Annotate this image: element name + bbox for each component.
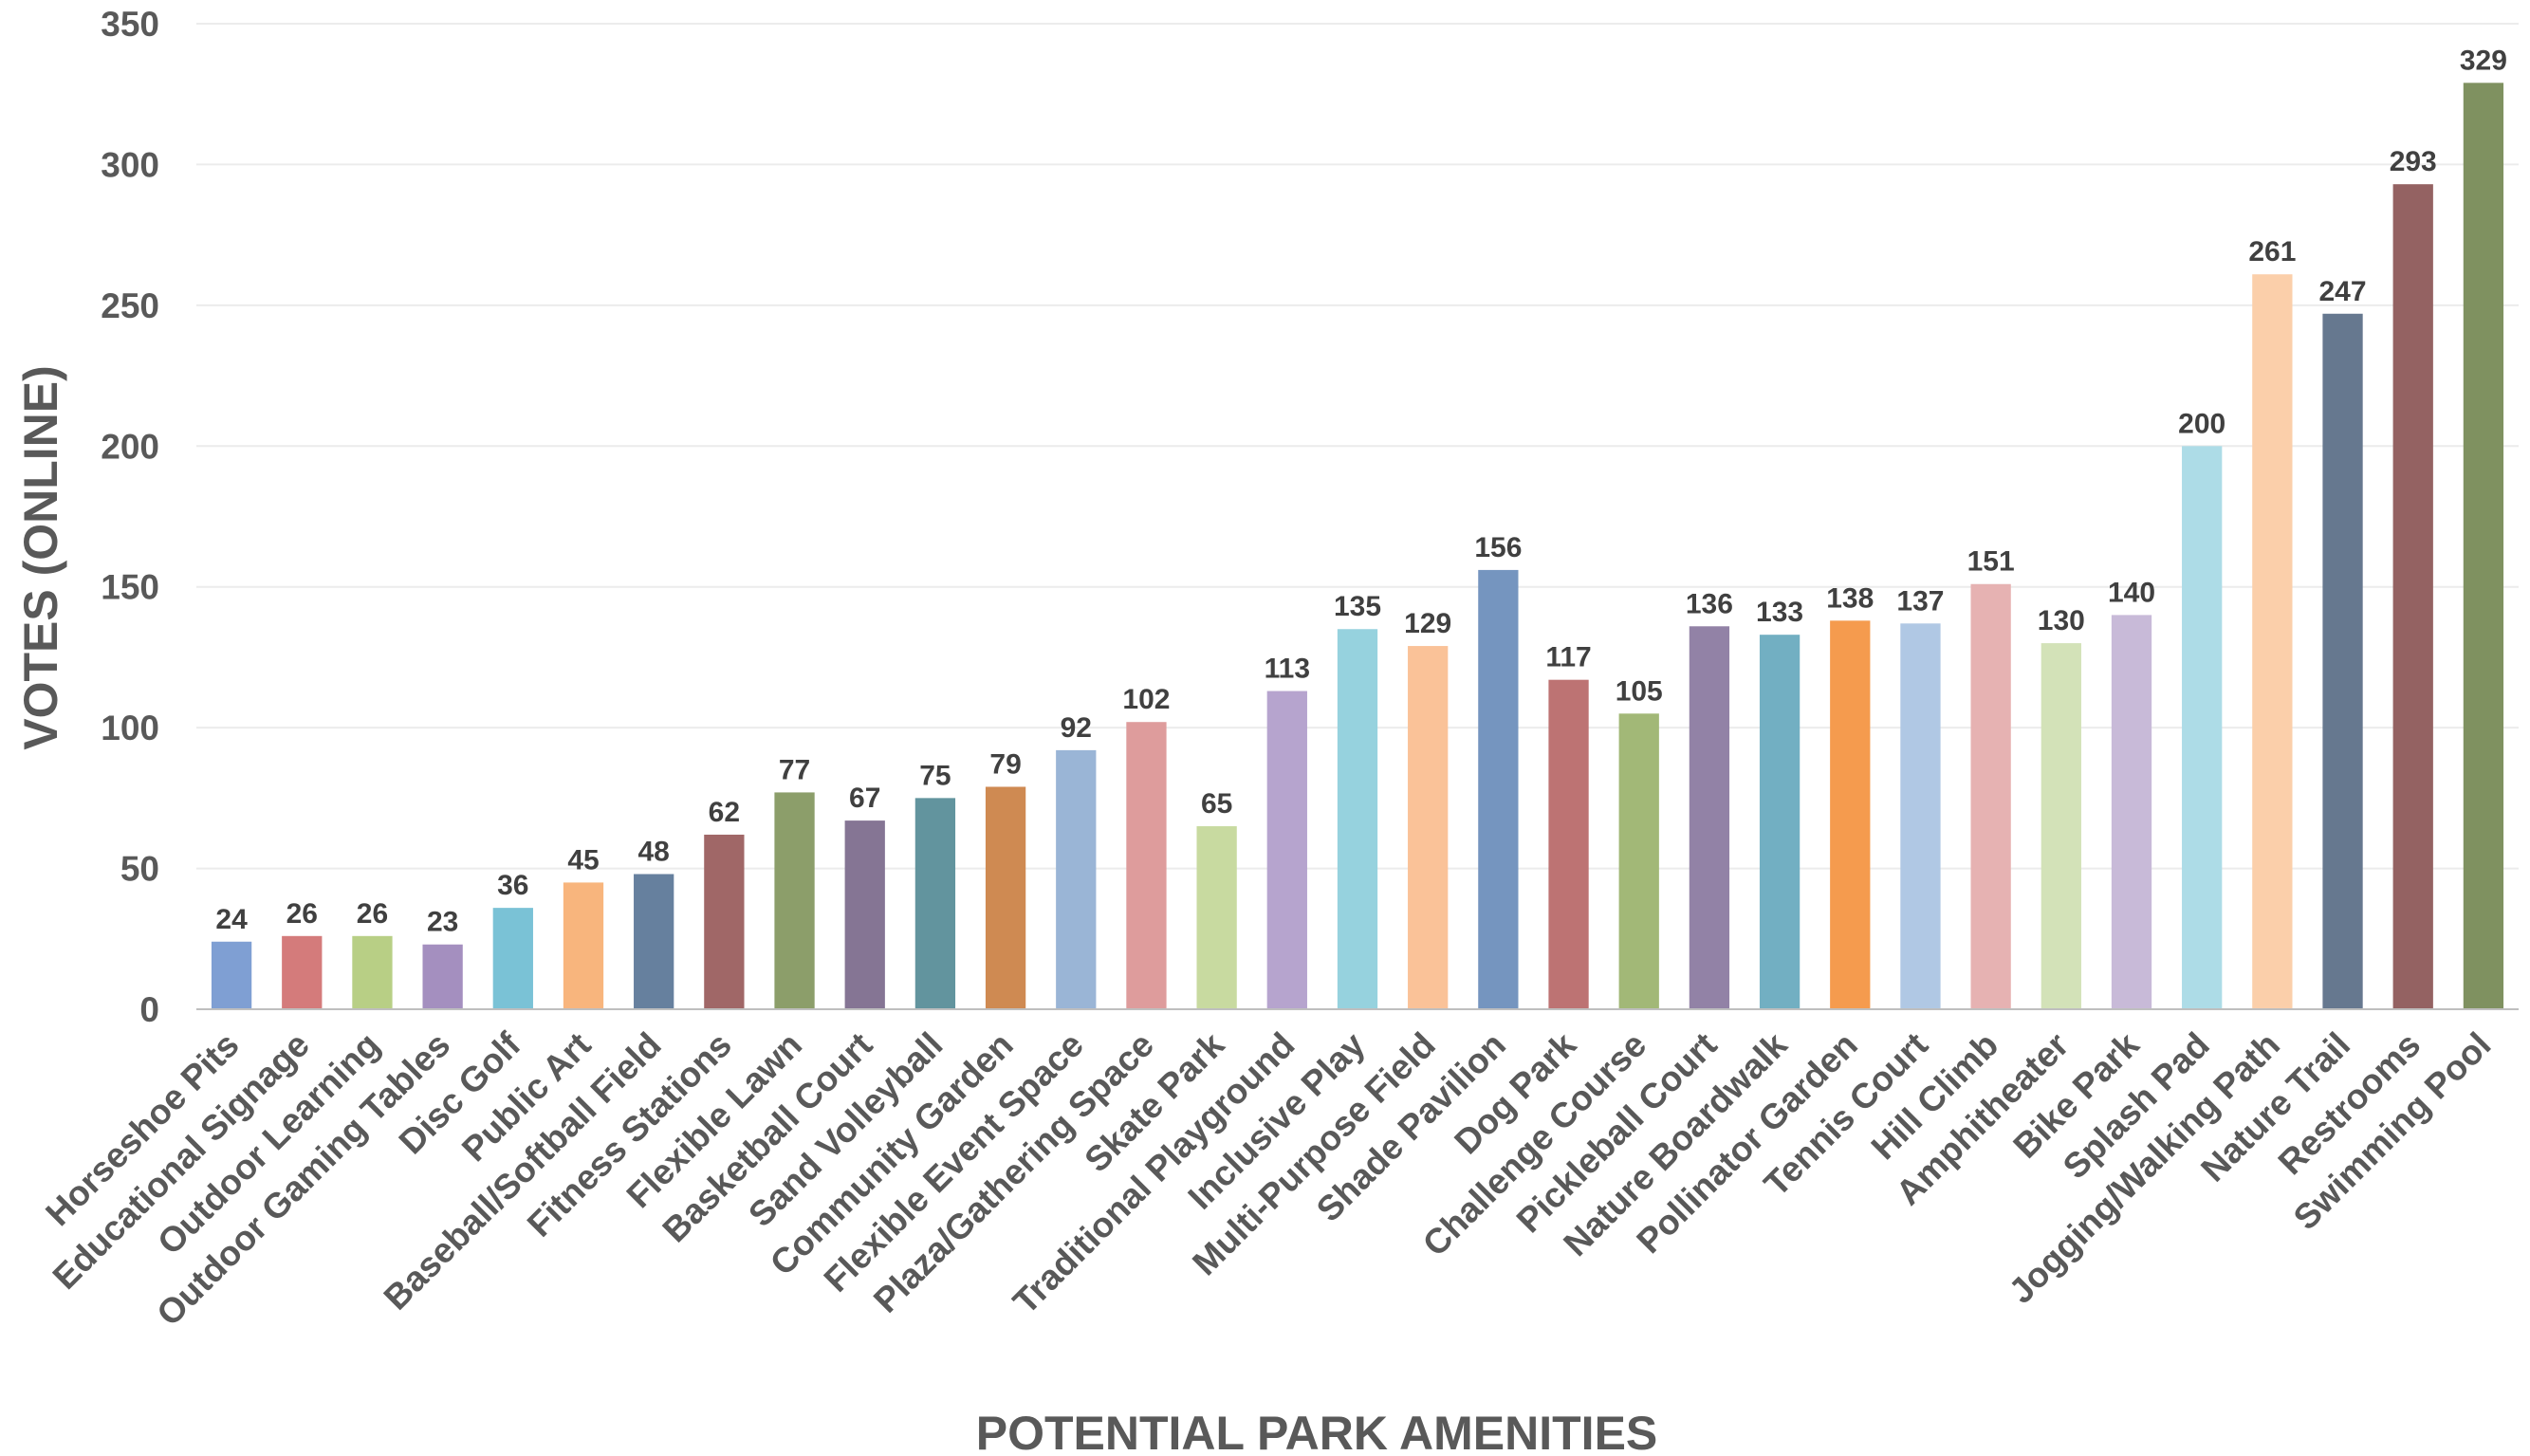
bars xyxy=(211,83,2504,1010)
data-label: 140 xyxy=(2108,577,2155,608)
data-label: 26 xyxy=(357,898,388,930)
data-label: 62 xyxy=(709,797,740,828)
data-label: 113 xyxy=(1265,654,1310,685)
data-label: 130 xyxy=(2038,605,2085,636)
data-label: 67 xyxy=(849,783,880,814)
data-label: 200 xyxy=(2178,408,2225,439)
data-label: 138 xyxy=(1826,582,1874,614)
y-tick-label: 350 xyxy=(101,5,159,44)
y-tick-label: 200 xyxy=(101,427,159,466)
y-tick-label: 250 xyxy=(101,286,159,325)
data-labels: 24 26 26 23 36 45 48 62 77 67 75 79 92 102 65 113 135 129… xyxy=(215,45,2507,937)
data-label: 137 xyxy=(1896,585,1944,617)
bar xyxy=(1408,646,1449,1009)
data-label: 24 xyxy=(215,904,248,935)
bar xyxy=(422,944,463,1009)
bar xyxy=(985,786,1026,1009)
data-label: 261 xyxy=(2248,236,2296,267)
bar xyxy=(1056,749,1097,1009)
data-label: 26 xyxy=(286,898,318,930)
bar xyxy=(1196,826,1237,1009)
bar xyxy=(914,798,956,1009)
data-label: 105 xyxy=(1616,675,1663,707)
data-label: 65 xyxy=(1201,788,1232,820)
bar xyxy=(2111,615,2152,1009)
bar xyxy=(1759,635,1801,1009)
bar xyxy=(2252,274,2293,1009)
bar xyxy=(492,908,533,1009)
bar xyxy=(1618,713,1659,1009)
bar xyxy=(1830,620,1871,1009)
data-label: 329 xyxy=(2460,45,2507,76)
data-label: 75 xyxy=(919,760,951,791)
bar xyxy=(2182,446,2223,1009)
bar xyxy=(1970,583,2011,1009)
bar xyxy=(1900,623,1941,1009)
y-axis-title: VOTES (ONLINE) xyxy=(14,365,67,750)
bar xyxy=(704,834,745,1009)
y-axis-ticks: 0 50 100 150 200 250 300 350 xyxy=(101,5,159,1029)
bar xyxy=(2392,184,2433,1010)
bar xyxy=(1478,569,1519,1009)
data-label: 92 xyxy=(1061,712,1092,744)
data-label: 102 xyxy=(1122,684,1170,715)
bar xyxy=(1689,626,1730,1009)
bar xyxy=(2322,313,2363,1010)
bar xyxy=(2041,643,2081,1009)
data-label: 36 xyxy=(497,870,528,901)
data-label: 129 xyxy=(1404,608,1451,639)
bar xyxy=(282,935,323,1009)
bar xyxy=(774,792,815,1009)
data-label: 136 xyxy=(1686,588,1733,619)
bar xyxy=(211,941,252,1009)
data-label: 133 xyxy=(1756,597,1803,628)
y-tick-label: 100 xyxy=(101,709,159,747)
data-label: 45 xyxy=(567,844,599,875)
x-axis-title: POTENTIAL PARK AMENITIES xyxy=(976,1407,1658,1456)
bar xyxy=(1548,679,1589,1009)
bar xyxy=(563,882,604,1009)
data-label: 293 xyxy=(2390,146,2437,177)
bar xyxy=(1337,629,1378,1009)
data-label: 156 xyxy=(1474,532,1522,563)
bar xyxy=(844,820,885,1009)
bar xyxy=(352,935,393,1009)
y-tick-label: 50 xyxy=(120,850,159,889)
data-label: 135 xyxy=(1334,591,1381,622)
data-label: 247 xyxy=(2319,276,2367,307)
gridlines xyxy=(196,23,2519,870)
data-label: 117 xyxy=(1545,642,1591,673)
y-tick-label: 300 xyxy=(101,145,159,184)
bar xyxy=(634,874,674,1009)
data-label: 79 xyxy=(989,748,1021,780)
y-tick-label: 150 xyxy=(101,568,159,607)
bar xyxy=(1126,722,1167,1009)
data-label: 77 xyxy=(779,754,810,785)
data-label: 23 xyxy=(427,907,458,938)
data-label: 151 xyxy=(1967,546,2015,578)
y-tick-label: 0 xyxy=(139,990,159,1029)
bar xyxy=(2463,83,2504,1010)
bar xyxy=(1266,691,1307,1009)
data-label: 48 xyxy=(637,837,669,868)
